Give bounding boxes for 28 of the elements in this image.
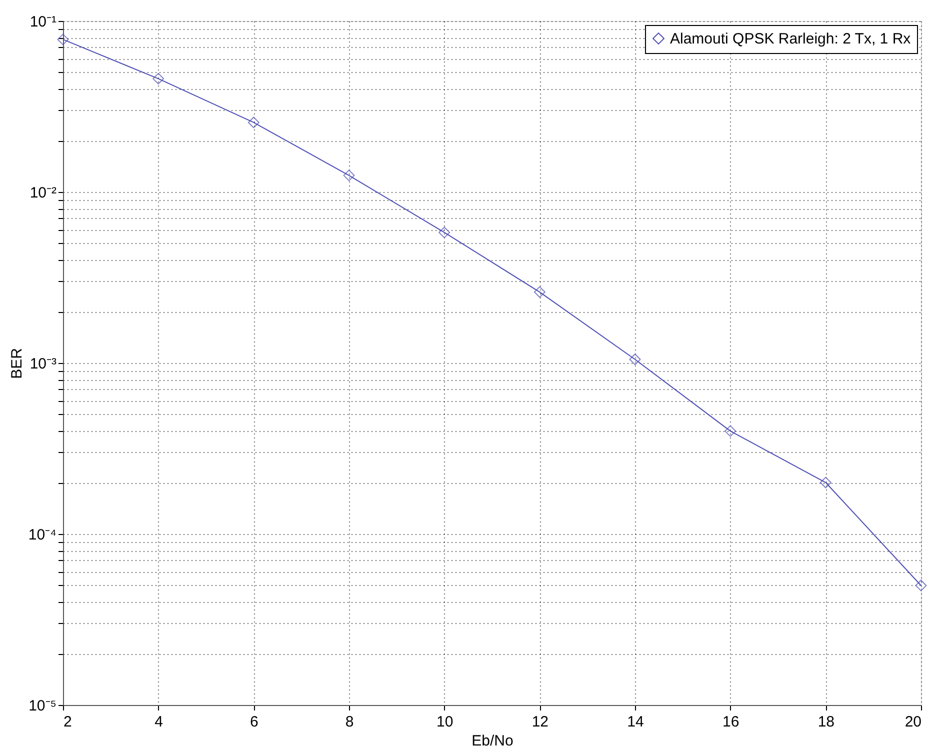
x-tick-label: 8	[345, 714, 354, 730]
point	[152, 72, 164, 84]
point	[534, 286, 546, 298]
point	[438, 226, 450, 238]
y-tick-label: 10⁻⁴	[28, 526, 56, 544]
point	[724, 425, 736, 437]
legend-label: Alamouti QPSK Rarleigh: 2 Tx, 1 Rx	[670, 30, 912, 48]
y-axis-title: BER	[8, 348, 26, 379]
x-tick-label: 14	[627, 714, 644, 730]
point	[57, 34, 69, 46]
y-tick-label: 10⁻³	[30, 356, 56, 372]
point	[915, 580, 927, 592]
x-tick-label: 6	[250, 714, 258, 730]
point	[629, 354, 641, 366]
y-tick-label: 10⁻²	[30, 184, 56, 202]
point	[343, 170, 355, 182]
x-tick-label: 2	[64, 714, 72, 730]
point	[248, 116, 260, 128]
y-tick-label: 10⁻⁵	[28, 698, 56, 714]
y-tick-label: 10⁻¹	[30, 14, 56, 30]
x-tick-label: 16	[722, 714, 740, 730]
x-axis-title: Eb/No	[472, 732, 514, 750]
point	[820, 476, 832, 488]
x-tick-label: 10	[436, 714, 454, 730]
x-tick-label: 12	[532, 714, 549, 730]
x-tick-label: 20	[904, 714, 922, 730]
x-tick-label: 18	[818, 714, 835, 730]
x-tick-label: 4	[154, 714, 164, 730]
